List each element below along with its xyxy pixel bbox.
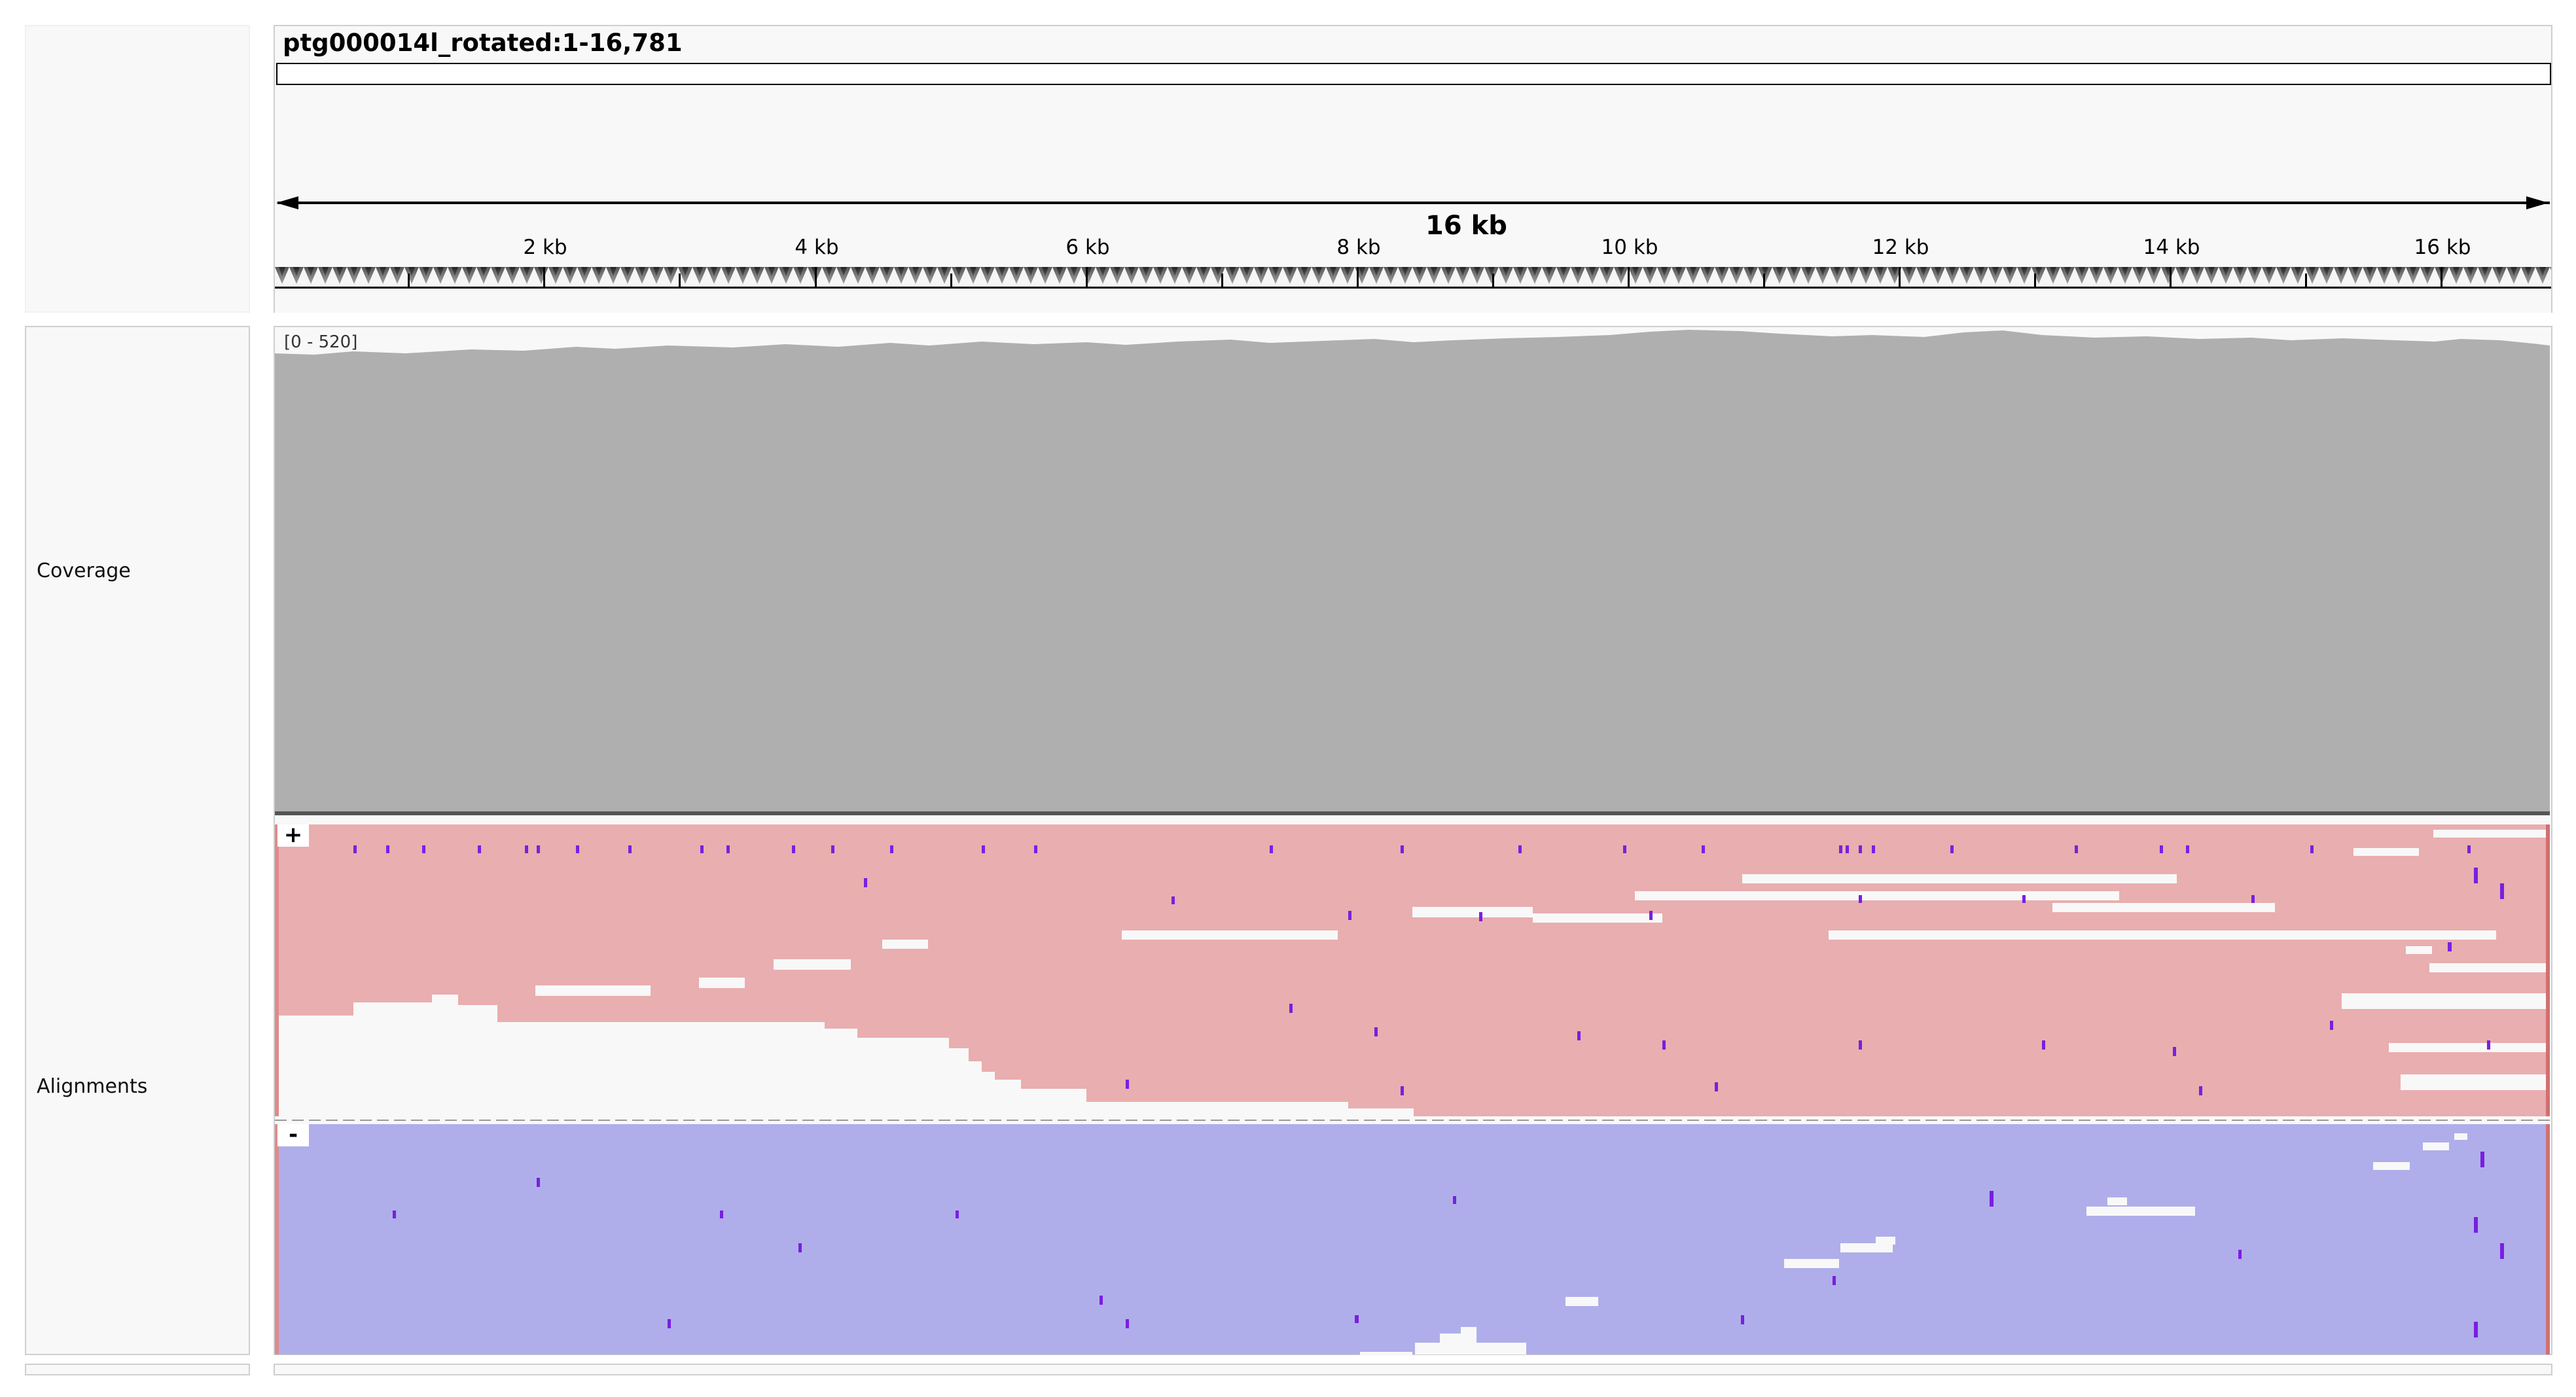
reverse-reads[interactable] xyxy=(275,1124,2550,1354)
alignments-track-label[interactable]: Alignments xyxy=(37,1075,148,1098)
tick-label-10kb: 10 kb xyxy=(1601,236,1658,259)
coverage-track-label[interactable]: Coverage xyxy=(37,559,131,582)
name-panel-footer xyxy=(25,1364,250,1375)
tick-label-4kb: 4 kb xyxy=(795,236,839,259)
tick-label-16kb: 16 kb xyxy=(2414,236,2471,259)
coverage-area xyxy=(275,330,2550,811)
tick-label-6kb: 6 kb xyxy=(1065,236,1110,259)
track-name-panel: Coverage Alignments xyxy=(25,326,250,1355)
forward-gaps xyxy=(275,830,2550,1116)
alignments-track[interactable] xyxy=(275,824,2551,1356)
data-panel-footer xyxy=(274,1364,2552,1375)
tick-label-8kb: 8 kb xyxy=(1336,236,1381,259)
data-panel[interactable]: [0 - 520] xyxy=(274,326,2552,1356)
coverage-track[interactable] xyxy=(275,327,2551,824)
tick-label-14kb: 14 kb xyxy=(2143,236,2200,259)
chromosome-ideogram[interactable] xyxy=(276,63,2551,85)
reverse-strand-tag: - xyxy=(277,1123,309,1146)
ruler-scale-bar[interactable] xyxy=(275,267,2551,314)
reverse-gaps xyxy=(1360,1133,2467,1356)
ruler-panel[interactable]: ptg000014l_rotated:1-16,781 16 kb 2 kb 4… xyxy=(274,25,2552,313)
tick-label-12kb: 12 kb xyxy=(1872,236,1929,259)
span-label: 16 kb xyxy=(1407,211,1526,241)
name-panel-header xyxy=(25,25,250,313)
forward-strand-tag: + xyxy=(277,824,309,847)
left-arrow-icon xyxy=(276,196,298,209)
span-line xyxy=(277,202,2550,204)
mismatch-marks xyxy=(353,845,2504,1337)
data-range-label: [0 - 520] xyxy=(284,332,358,352)
locus-label: ptg000014l_rotated:1-16,781 xyxy=(283,29,683,57)
coverage-baseline xyxy=(275,811,2550,815)
right-arrow-icon xyxy=(2526,196,2549,209)
tick-label-2kb: 2 kb xyxy=(523,236,567,259)
